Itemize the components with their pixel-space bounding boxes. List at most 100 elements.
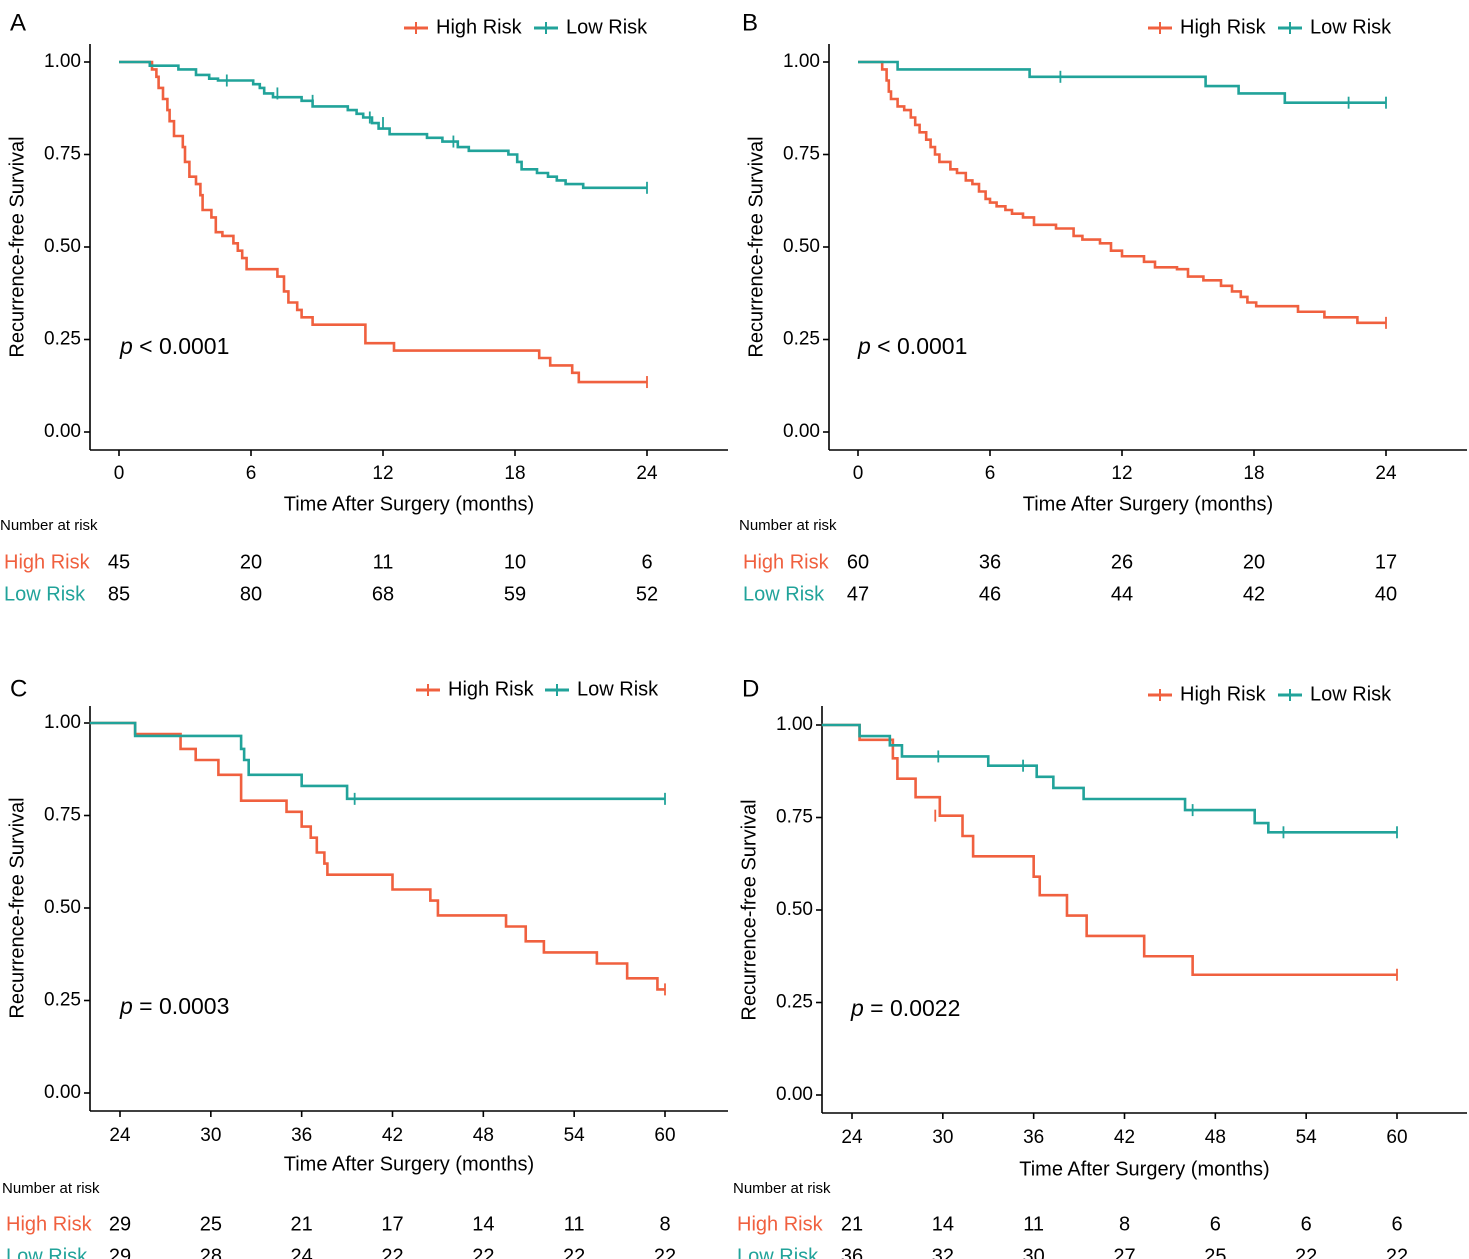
risk-count: 22: [472, 1245, 494, 1259]
risk-count: 10: [504, 551, 526, 573]
risk-count: 21: [291, 1213, 313, 1235]
risk-row-label-low: Low Risk: [4, 583, 86, 605]
y-axis-title: Recurrence-free Survival: [6, 797, 28, 1018]
risk-count: 25: [200, 1213, 222, 1235]
risk-row-label-high: High Risk: [6, 1213, 93, 1235]
risk-row-label-high: High Risk: [737, 1213, 824, 1235]
risk-count: 22: [381, 1245, 403, 1259]
y-axis-title: Recurrence-free Survival: [6, 136, 28, 357]
y-tick-label: 0.25: [44, 990, 81, 1011]
legend-label-low-risk: Low Risk: [577, 678, 659, 700]
x-axis-title: Time After Surgery (months): [1023, 493, 1273, 515]
risk-count: 20: [240, 551, 262, 573]
x-tick-label: 12: [1111, 463, 1132, 484]
y-axis-title: Recurrence-free Survival: [745, 136, 767, 357]
risk-table-title: Number at risk: [733, 1180, 831, 1197]
x-axis-title: Time After Surgery (months): [1019, 1158, 1269, 1180]
p-value-text: = 0.0003: [133, 993, 230, 1019]
panel-c: C 0.00 0.25 0.50 0.75 1.00 24 30 36 42 48 54 60 Time …: [2, 675, 728, 1259]
risk-row-label-low: Low Risk: [737, 1245, 819, 1259]
p-value-symbol: p: [850, 995, 864, 1021]
risk-count: 44: [1111, 583, 1133, 605]
panel-letter: B: [742, 9, 758, 36]
risk-count: 45: [108, 551, 130, 573]
risk-count: 25: [1204, 1245, 1226, 1259]
y-tick-label: 0.00: [44, 1082, 81, 1103]
risk-count: 36: [841, 1245, 863, 1259]
risk-row-label-high: High Risk: [743, 551, 830, 573]
risk-count: 46: [979, 583, 1001, 605]
risk-row-label-low: Low Risk: [6, 1245, 88, 1259]
risk-row-label-low: Low Risk: [743, 583, 825, 605]
risk-row-label-high: High Risk: [4, 551, 91, 573]
risk-count: 32: [932, 1245, 954, 1259]
risk-count: 27: [1113, 1245, 1135, 1259]
p-value: p = 0.0022: [850, 995, 960, 1021]
risk-count: 6: [1210, 1213, 1221, 1235]
risk-count: 42: [1243, 583, 1265, 605]
risk-count: 17: [381, 1213, 403, 1235]
y-tick-label: 0.50: [44, 897, 81, 918]
risk-count: 17: [1375, 551, 1397, 573]
risk-table: Number at risk High Risk 45 20 11 10 6 Low Risk…: [0, 517, 658, 605]
risk-count: 29: [109, 1213, 131, 1235]
x-tick-label: 24: [1375, 463, 1397, 484]
x-tick-label: 24: [841, 1127, 863, 1148]
x-tick-label: 42: [382, 1125, 403, 1146]
risk-count: 8: [659, 1213, 670, 1235]
legend-label-high-risk: High Risk: [436, 16, 523, 38]
y-tick-label: 1.00: [783, 51, 820, 72]
legend: High Risk Low Risk: [1148, 683, 1392, 705]
panel-a: A 0.00 0.25 0.50 0.75 1.00 0 6 12 18 24 Time After …: [0, 9, 728, 605]
y-tick-label: 0.00: [783, 421, 820, 442]
p-value-text: = 0.0022: [864, 995, 961, 1021]
y-tick-label: 1.00: [44, 51, 81, 72]
panel-letter: C: [10, 675, 27, 702]
x-tick-label: 6: [985, 463, 996, 484]
panel-b: B 0.00 0.25 0.50 0.75 1.00 0 6 12 18 24 Time After …: [739, 9, 1467, 605]
x-tick-label: 54: [1296, 1127, 1318, 1148]
x-axis-title: Time After Surgery (months): [284, 1153, 534, 1175]
risk-count: 22: [1386, 1245, 1408, 1259]
risk-count: 24: [291, 1245, 313, 1259]
p-value-symbol: p: [119, 993, 133, 1019]
x-tick-label: 30: [932, 1127, 953, 1148]
risk-table: Number at risk High Risk 29 25 21 17 14 11 8 Low …: [2, 1180, 676, 1259]
curve-high-risk: [119, 60, 647, 384]
y-tick-label: 0.75: [783, 144, 820, 165]
risk-table: Number at risk High Risk 21 14 11 8 6 6 6 Low Ris…: [733, 1180, 1408, 1259]
x-tick-label: 18: [504, 463, 525, 484]
legend: High Risk Low Risk: [1148, 16, 1392, 38]
x-tick-label: 54: [564, 1125, 586, 1146]
p-value-symbol: p: [857, 333, 871, 359]
x-tick-label: 60: [1386, 1127, 1407, 1148]
risk-table-title: Number at risk: [739, 517, 837, 534]
curve-high-risk: [858, 60, 1386, 325]
risk-count: 14: [472, 1213, 494, 1235]
p-value-text: < 0.0001: [871, 333, 968, 359]
risk-count: 22: [563, 1245, 585, 1259]
risk-count: 28: [200, 1245, 222, 1259]
p-value-symbol: p: [119, 333, 133, 359]
curve-high-risk: [89, 721, 665, 991]
risk-count: 40: [1375, 583, 1397, 605]
risk-table-title: Number at risk: [0, 517, 98, 534]
risk-count: 52: [636, 583, 658, 605]
risk-count: 20: [1243, 551, 1265, 573]
risk-count: 26: [1111, 551, 1133, 573]
legend-label-low-risk: Low Risk: [1310, 683, 1392, 705]
risk-count: 11: [373, 551, 394, 573]
x-axis-title: Time After Surgery (months): [284, 493, 534, 515]
x-tick-label: 0: [853, 463, 864, 484]
risk-count: 11: [1023, 1213, 1044, 1235]
x-tick-label: 42: [1114, 1127, 1135, 1148]
y-tick-label: 1.00: [776, 714, 813, 735]
x-tick-label: 36: [1023, 1127, 1044, 1148]
legend: High Risk Low Risk: [416, 678, 659, 700]
p-value: p = 0.0003: [119, 993, 229, 1019]
risk-count: 6: [1301, 1213, 1312, 1235]
y-tick-label: 0.00: [44, 421, 81, 442]
risk-count: 14: [932, 1213, 954, 1235]
risk-count: 21: [841, 1213, 863, 1235]
risk-count: 6: [641, 551, 652, 573]
